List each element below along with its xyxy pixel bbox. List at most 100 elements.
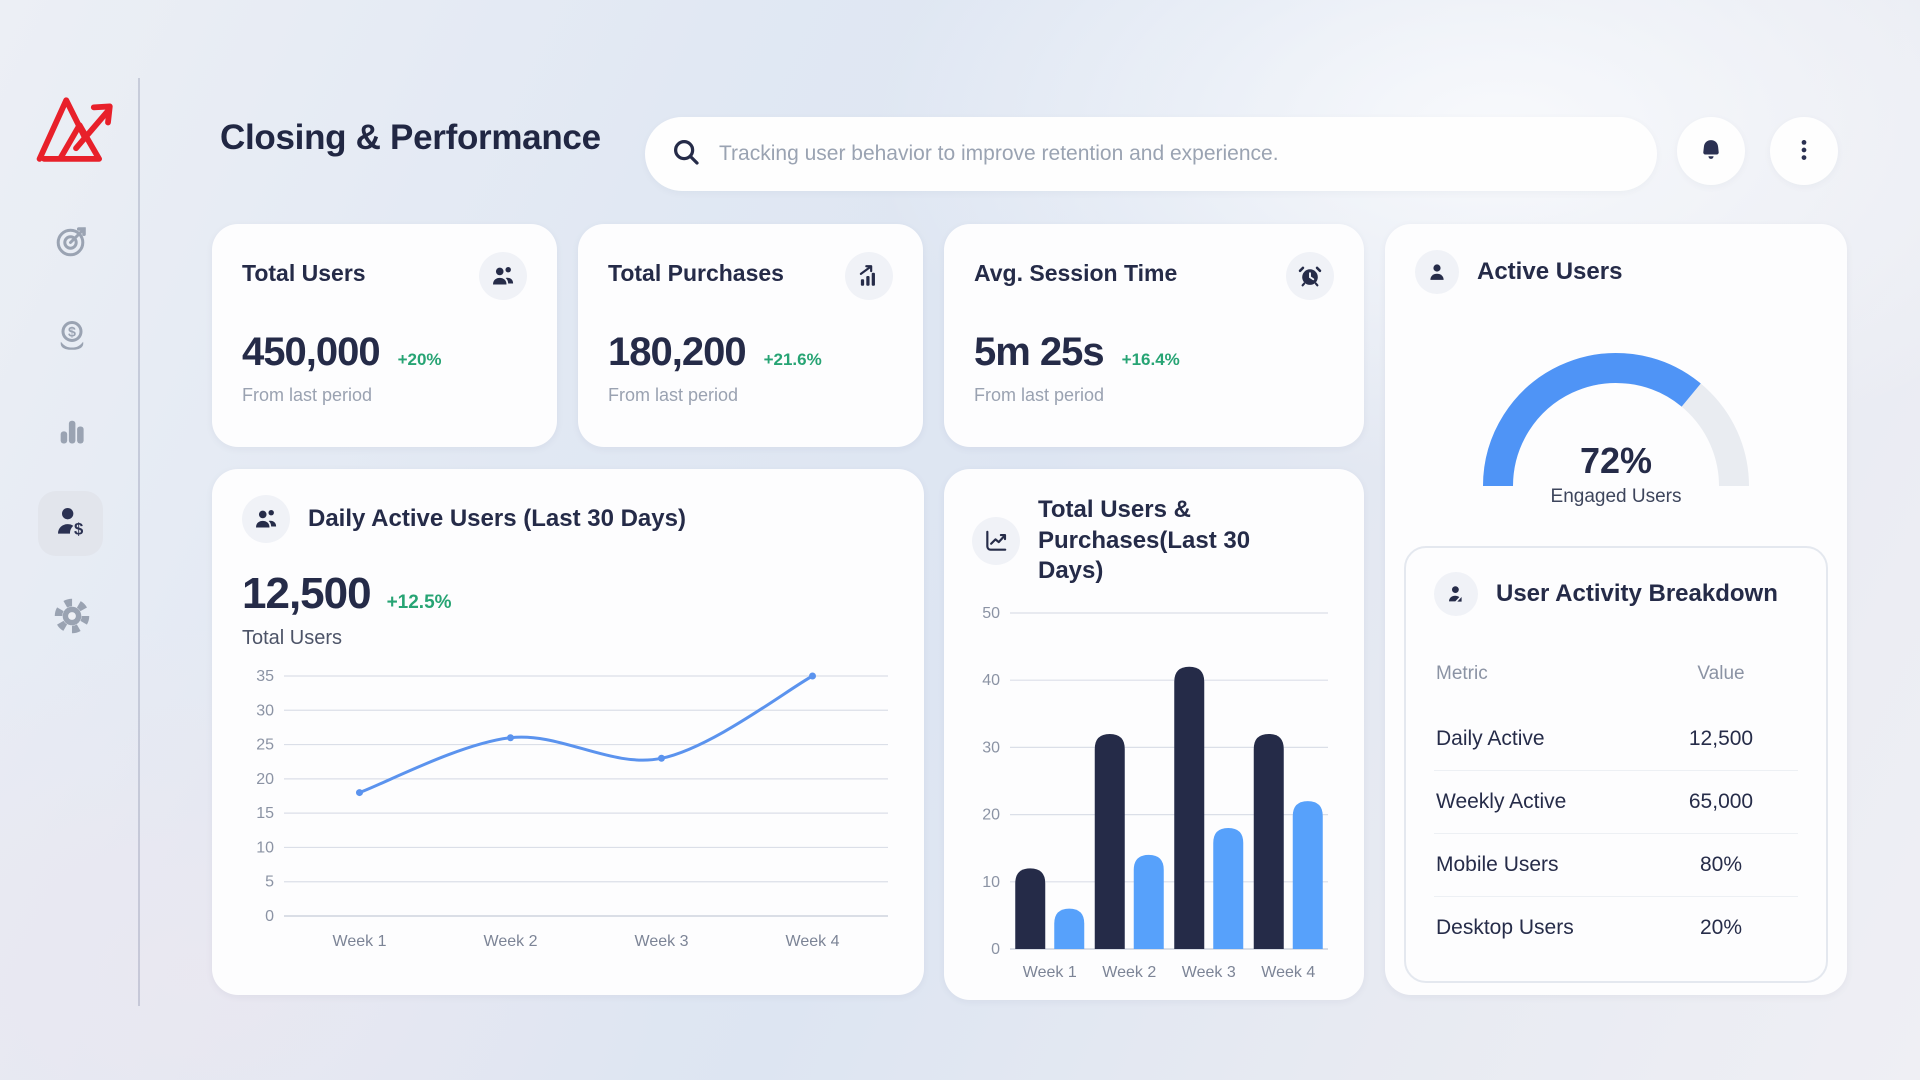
search-icon — [671, 137, 701, 172]
sidebar-item-goals[interactable] — [50, 219, 94, 263]
stat-value: 450,000 — [242, 330, 381, 374]
svg-text:35: 35 — [256, 668, 274, 685]
column-header-metric: Metric — [1436, 663, 1488, 684]
svg-text:0: 0 — [265, 908, 274, 925]
sidebar-item-settings[interactable] — [50, 594, 94, 638]
daily-active-delta: +12.5% — [386, 592, 452, 613]
user-dollar-icon: $ — [51, 501, 91, 546]
brand-logo[interactable] — [33, 86, 119, 166]
stat-card-total-purchases: Total Purchases 180,200 +21.6% From last… — [578, 224, 923, 447]
svg-text:20: 20 — [982, 807, 1000, 824]
target-icon — [54, 223, 90, 259]
svg-text:Week 3: Week 3 — [635, 933, 689, 950]
more-options-button[interactable] — [1770, 117, 1838, 185]
svg-text:0: 0 — [991, 941, 1000, 958]
user-activity-breakdown-card: User Activity Breakdown Metric Value Dai… — [1404, 546, 1828, 983]
stat-delta: +21.6% — [763, 350, 822, 369]
metric-cell: Daily Active — [1436, 727, 1545, 750]
chart-growth-icon — [845, 252, 893, 300]
stat-card-avg-session-time: Avg. Session Time 5m 25s +16.4% From las… — [944, 224, 1364, 447]
stat-delta: +16.4% — [1121, 350, 1180, 369]
metric-cell: Mobile Users — [1436, 853, 1559, 876]
svg-text:Week 2: Week 2 — [484, 933, 538, 950]
line-chart-up-icon — [972, 517, 1020, 566]
daily-active-caption: Total Users — [242, 627, 343, 649]
gear-icon — [54, 598, 90, 634]
sidebar-item-user-monetization[interactable]: $ — [38, 491, 103, 556]
panel-title: User Activity Breakdown — [1496, 579, 1778, 607]
alarm-clock-icon — [1286, 252, 1334, 300]
stat-card-total-users: Total Users 450,000 +20% From last perio… — [212, 224, 557, 447]
value-cell: 80% — [1699, 853, 1743, 876]
person-check-icon — [1434, 572, 1478, 616]
sidebar-item-revenue[interactable]: $ — [50, 314, 94, 358]
search-input[interactable] — [719, 142, 1631, 166]
kebab-menu-icon — [1791, 137, 1817, 166]
svg-text:25: 25 — [256, 737, 274, 754]
svg-text:50: 50 — [982, 605, 1000, 622]
metric-cell: Weekly Active — [1436, 790, 1567, 813]
daily-active-users-card: Daily Active Users (Last 30 Days) 12,500… — [212, 469, 924, 995]
daily-active-line-chart: 0 5 10 15 20 25 30 35 Week 1 Week 2 Week 3 Week 4 — [256, 668, 888, 950]
svg-text:40: 40 — [982, 672, 1000, 689]
breakdown-table: Metric Value Daily Active 12,500 Weekly … — [1434, 644, 1798, 959]
svg-text:Week 2: Week 2 — [1102, 964, 1156, 981]
svg-text:15: 15 — [256, 805, 274, 822]
value-cell: 20% — [1699, 916, 1743, 939]
svg-text:Week 4: Week 4 — [1261, 964, 1315, 981]
notification-button[interactable] — [1677, 117, 1745, 185]
users-icon — [242, 495, 290, 543]
svg-text:5: 5 — [265, 874, 274, 891]
panel-title: Total Users & Purchases(Last 30 Days) — [1038, 496, 1251, 585]
stat-value: 180,200 — [608, 330, 747, 374]
svg-text:$: $ — [74, 519, 84, 538]
table-row: Mobile Users 80% — [1434, 833, 1798, 896]
svg-text:Week 3: Week 3 — [1182, 964, 1236, 981]
stat-caption: From last period — [608, 385, 739, 405]
stat-caption: From last period — [974, 385, 1105, 405]
svg-text:10: 10 — [256, 839, 274, 856]
stat-title: Total Users — [242, 260, 366, 286]
engagement-gauge-arc — [1483, 353, 1749, 487]
metric-cell: Desktop Users — [1436, 916, 1574, 939]
svg-text:Week 4: Week 4 — [786, 933, 840, 950]
value-cell: 65,000 — [1688, 790, 1754, 813]
person-icon — [1415, 250, 1459, 294]
search-bar[interactable] — [645, 117, 1657, 191]
users-purchases-card: Total Users & Purchases(Last 30 Days) 0 1… — [944, 469, 1364, 1000]
daily-active-value: 12,500 — [242, 569, 372, 618]
table-header-row: Metric Value — [1434, 644, 1798, 708]
bar-chart-icon — [55, 413, 89, 447]
sidebar-divider — [138, 78, 140, 1006]
svg-text:30: 30 — [256, 702, 274, 719]
table-row: Desktop Users 20% — [1434, 896, 1798, 959]
engagement-gauge: 72% Engaged Users — [1466, 336, 1766, 514]
svg-text:10: 10 — [982, 874, 1000, 891]
gauge-caption: Engaged Users — [1550, 486, 1682, 507]
stat-delta: +20% — [397, 350, 442, 369]
stat-value: 5m 25s — [974, 330, 1105, 374]
svg-text:$: $ — [68, 325, 76, 341]
stat-title: Avg. Session Time — [974, 260, 1178, 286]
page-title: Closing & Performance — [220, 118, 601, 157]
table-row: Daily Active 12,500 — [1434, 708, 1798, 770]
coin-dollar-icon: $ — [54, 318, 90, 354]
sidebar-item-analytics[interactable] — [50, 408, 94, 452]
gauge-value: 72% — [1579, 440, 1653, 481]
panel-title: Active Users — [1477, 257, 1623, 285]
users-icon — [479, 252, 527, 300]
stat-title: Total Purchases — [608, 260, 784, 286]
table-row: Weekly Active 65,000 — [1434, 770, 1798, 833]
panel-title: Daily Active Users (Last 30 Days) — [308, 504, 686, 532]
svg-text:20: 20 — [256, 771, 274, 788]
svg-text:30: 30 — [982, 740, 1000, 757]
users-purchases-bar-chart: 0 10 20 30 40 50 Week 1 Week 2 Week 3 Week 4 — [982, 605, 1328, 981]
column-header-value: Value — [1697, 663, 1745, 684]
stat-caption: From last period — [242, 385, 373, 405]
mountain-trend-logo-icon — [33, 97, 119, 170]
svg-text:Week 1: Week 1 — [333, 933, 387, 950]
svg-text:Week 1: Week 1 — [1023, 964, 1077, 981]
value-cell: 12,500 — [1688, 727, 1754, 750]
bell-icon — [1697, 136, 1725, 167]
